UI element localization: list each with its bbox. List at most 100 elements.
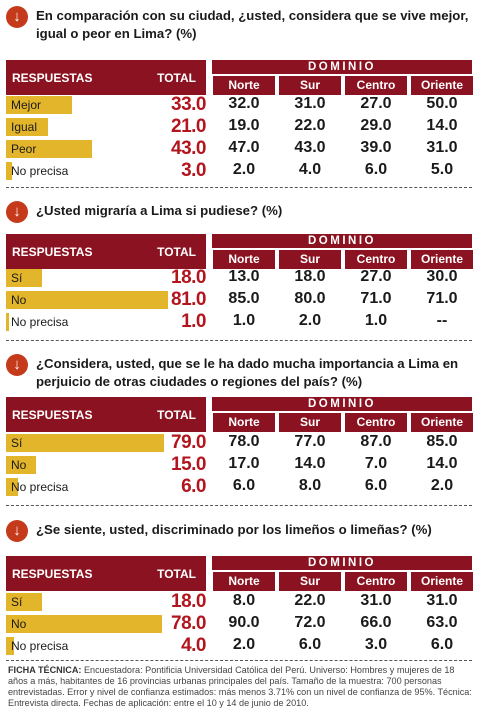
question-title: ¿Usted migraría a Lima si pudiese? (%) (36, 203, 283, 218)
section-divider (6, 187, 472, 188)
header-column: Centro (345, 250, 407, 269)
table-row: Sí 18.0 8.0 22.0 31.0 31.0 (6, 591, 472, 612)
cell-value: 6.0 (298, 636, 322, 653)
total-bar (6, 593, 42, 611)
cell-value: 27.0 (360, 95, 392, 112)
total-bar (6, 313, 9, 331)
cell-value: 14.0 (426, 455, 458, 472)
total-bar (6, 456, 36, 474)
cell-value: 47.0 (228, 139, 260, 156)
cell-value: 31.0 (426, 592, 458, 609)
table-row: No 78.0 90.0 72.0 66.0 63.0 (6, 613, 472, 634)
header-column: Centro (345, 572, 407, 591)
question-title: ¿Considera, usted, que se le ha dado muc… (36, 356, 459, 389)
table-header-left: RESPUESTAS TOTAL (6, 556, 206, 591)
cell-value: 3.0 (364, 636, 388, 653)
row-label: No precisa (11, 315, 69, 329)
total-bar (6, 291, 168, 309)
question-title: ¿Se siente, usted, discriminado por los … (36, 522, 432, 537)
table-row: No 15.0 17.0 14.0 7.0 14.0 (6, 454, 472, 475)
question-title: En comparación con su ciudad, ¿usted, co… (36, 8, 469, 41)
row-total: 4.0 (181, 635, 206, 656)
row-label: Igual (11, 120, 38, 134)
header-column: Norte (213, 76, 275, 95)
total-bar (6, 140, 92, 158)
row-total: 78.0 (171, 613, 206, 634)
row-label: No (11, 617, 27, 631)
header-column: Norte (213, 250, 275, 269)
cell-value: 6.0 (364, 477, 388, 494)
cell-value: 14.0 (294, 455, 326, 472)
cell-value: 4.0 (298, 161, 322, 178)
cell-value: 71.0 (360, 290, 392, 307)
header-dominio: DOMINIO (212, 556, 472, 570)
header-respuestas: RESPUESTAS (12, 71, 93, 85)
total-bar (6, 118, 48, 136)
cell-value: -- (436, 312, 448, 329)
table-row: Igual 21.0 19.0 22.0 29.0 14.0 (6, 116, 472, 137)
header-column: Sur (279, 76, 341, 95)
row-total: 79.0 (171, 432, 206, 453)
header-total: TOTAL (157, 71, 196, 85)
row-label: Sí (11, 436, 23, 450)
row-total: 43.0 (171, 138, 206, 159)
cell-value: 5.0 (430, 161, 454, 178)
header-total: TOTAL (157, 408, 196, 422)
row-total: 33.0 (171, 94, 206, 115)
arrow-down-circle-icon: ↓ (6, 520, 28, 542)
header-dominio: DOMINIO (212, 60, 472, 74)
cell-value: 7.0 (364, 455, 388, 472)
arrow-down-circle-icon: ↓ (6, 201, 28, 223)
row-total: 6.0 (181, 476, 206, 497)
header-column: Centro (345, 76, 407, 95)
table-row: No precisa 1.0 1.0 2.0 1.0 -- (6, 311, 472, 332)
cell-value: 32.0 (228, 95, 260, 112)
cell-value: 18.0 (294, 268, 326, 285)
table-header-left: RESPUESTAS TOTAL (6, 234, 206, 269)
header-column: Norte (213, 572, 275, 591)
row-label: No precisa (11, 480, 69, 494)
cell-value: 80.0 (294, 290, 326, 307)
table-row: Sí 18.0 13.0 18.0 27.0 30.0 (6, 267, 472, 288)
total-bar (6, 434, 164, 452)
cell-value: 6.0 (232, 477, 256, 494)
cell-value: 2.0 (232, 636, 256, 653)
row-label: Mejor (11, 98, 42, 112)
row-label: Sí (11, 595, 23, 609)
arrow-down-circle-icon: ↓ (6, 6, 28, 28)
cell-value: 50.0 (426, 95, 458, 112)
total-bar (6, 478, 18, 496)
ficha-tecnica: FICHA TÉCNICA: Encuestadora: Pontificia … (8, 665, 474, 709)
table-row: Peor 43.0 47.0 43.0 39.0 31.0 (6, 138, 472, 159)
header-column: Oriente (411, 413, 473, 432)
row-total: 81.0 (171, 289, 206, 310)
cell-value: 8.0 (232, 592, 256, 609)
row-label: No precisa (11, 164, 69, 178)
row-total: 3.0 (181, 160, 206, 181)
cell-value: 63.0 (426, 614, 458, 631)
cell-value: 2.0 (298, 312, 322, 329)
cell-value: 77.0 (294, 433, 326, 450)
header-column: Oriente (411, 250, 473, 269)
header-respuestas: RESPUESTAS (12, 567, 93, 581)
total-bar (6, 637, 14, 655)
cell-value: 71.0 (426, 290, 458, 307)
cell-value: 43.0 (294, 139, 326, 156)
table-header-left: RESPUESTAS TOTAL (6, 60, 206, 95)
total-bar (6, 96, 72, 114)
cell-value: 66.0 (360, 614, 392, 631)
table-row: No 81.0 85.0 80.0 71.0 71.0 (6, 289, 472, 310)
row-label: Sí (11, 271, 23, 285)
row-total: 18.0 (171, 591, 206, 612)
cell-value: 14.0 (426, 117, 458, 134)
header-column: Oriente (411, 76, 473, 95)
ficha-text: Encuestadora: Pontificia Universidad Cat… (8, 665, 472, 708)
row-label: Peor (11, 142, 37, 156)
row-label: No (11, 458, 27, 472)
cell-value: 78.0 (228, 433, 260, 450)
section-divider (6, 660, 472, 661)
header-column: Sur (279, 250, 341, 269)
cell-value: 13.0 (228, 268, 260, 285)
cell-value: 17.0 (228, 455, 260, 472)
header-respuestas: RESPUESTAS (12, 245, 93, 259)
